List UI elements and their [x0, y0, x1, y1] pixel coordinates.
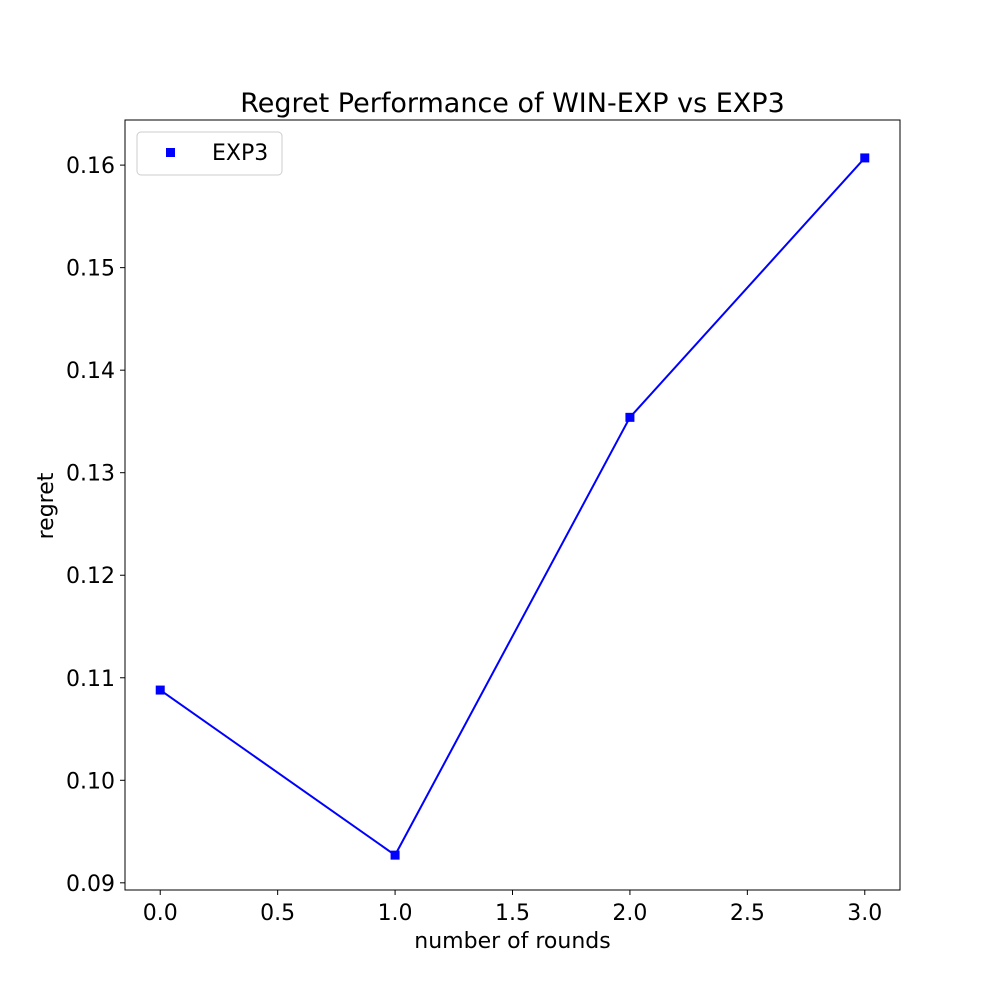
data-point-exp3	[390, 850, 400, 860]
y-tick-label: 0.11	[66, 667, 115, 692]
data-point-exp3	[155, 685, 165, 695]
x-tick-label: 2.5	[730, 901, 765, 926]
y-tick-label: 0.14	[66, 359, 115, 384]
y-tick-label: 0.10	[66, 769, 115, 794]
y-axis-label: regret	[34, 472, 59, 539]
legend-label-exp3: EXP3	[212, 141, 268, 166]
data-point-exp3	[625, 412, 635, 422]
x-tick-label: 1.0	[378, 901, 413, 926]
y-tick-label: 0.16	[66, 154, 115, 179]
y-tick-label: 0.09	[66, 872, 115, 897]
y-tick-label: 0.12	[66, 564, 115, 589]
series-line-exp3	[159, 157, 866, 857]
x-tick-label: 3.0	[847, 901, 882, 926]
x-tick-label: 2.0	[612, 901, 647, 926]
plot-area: 0.0 0.5 1.0 1.5 2.0 2.5 3.0 0.09 0.10 0.11 0.12 0.1…	[66, 119, 901, 926]
x-tick-label: 0.0	[143, 901, 178, 926]
data-point-exp3	[860, 153, 870, 163]
x-tick-label: 1.5	[495, 901, 530, 926]
legend: EXP3	[136, 131, 283, 176]
x-axis-label: number of rounds	[414, 929, 610, 954]
chart-title: Regret Performance of WIN-EXP vs EXP3	[240, 88, 785, 119]
y-tick-label: 0.15	[66, 257, 115, 282]
x-tick-label: 0.5	[260, 901, 295, 926]
legend-box	[136, 131, 283, 176]
legend-marker-exp3	[166, 148, 175, 157]
y-tick-label: 0.13	[66, 462, 115, 487]
